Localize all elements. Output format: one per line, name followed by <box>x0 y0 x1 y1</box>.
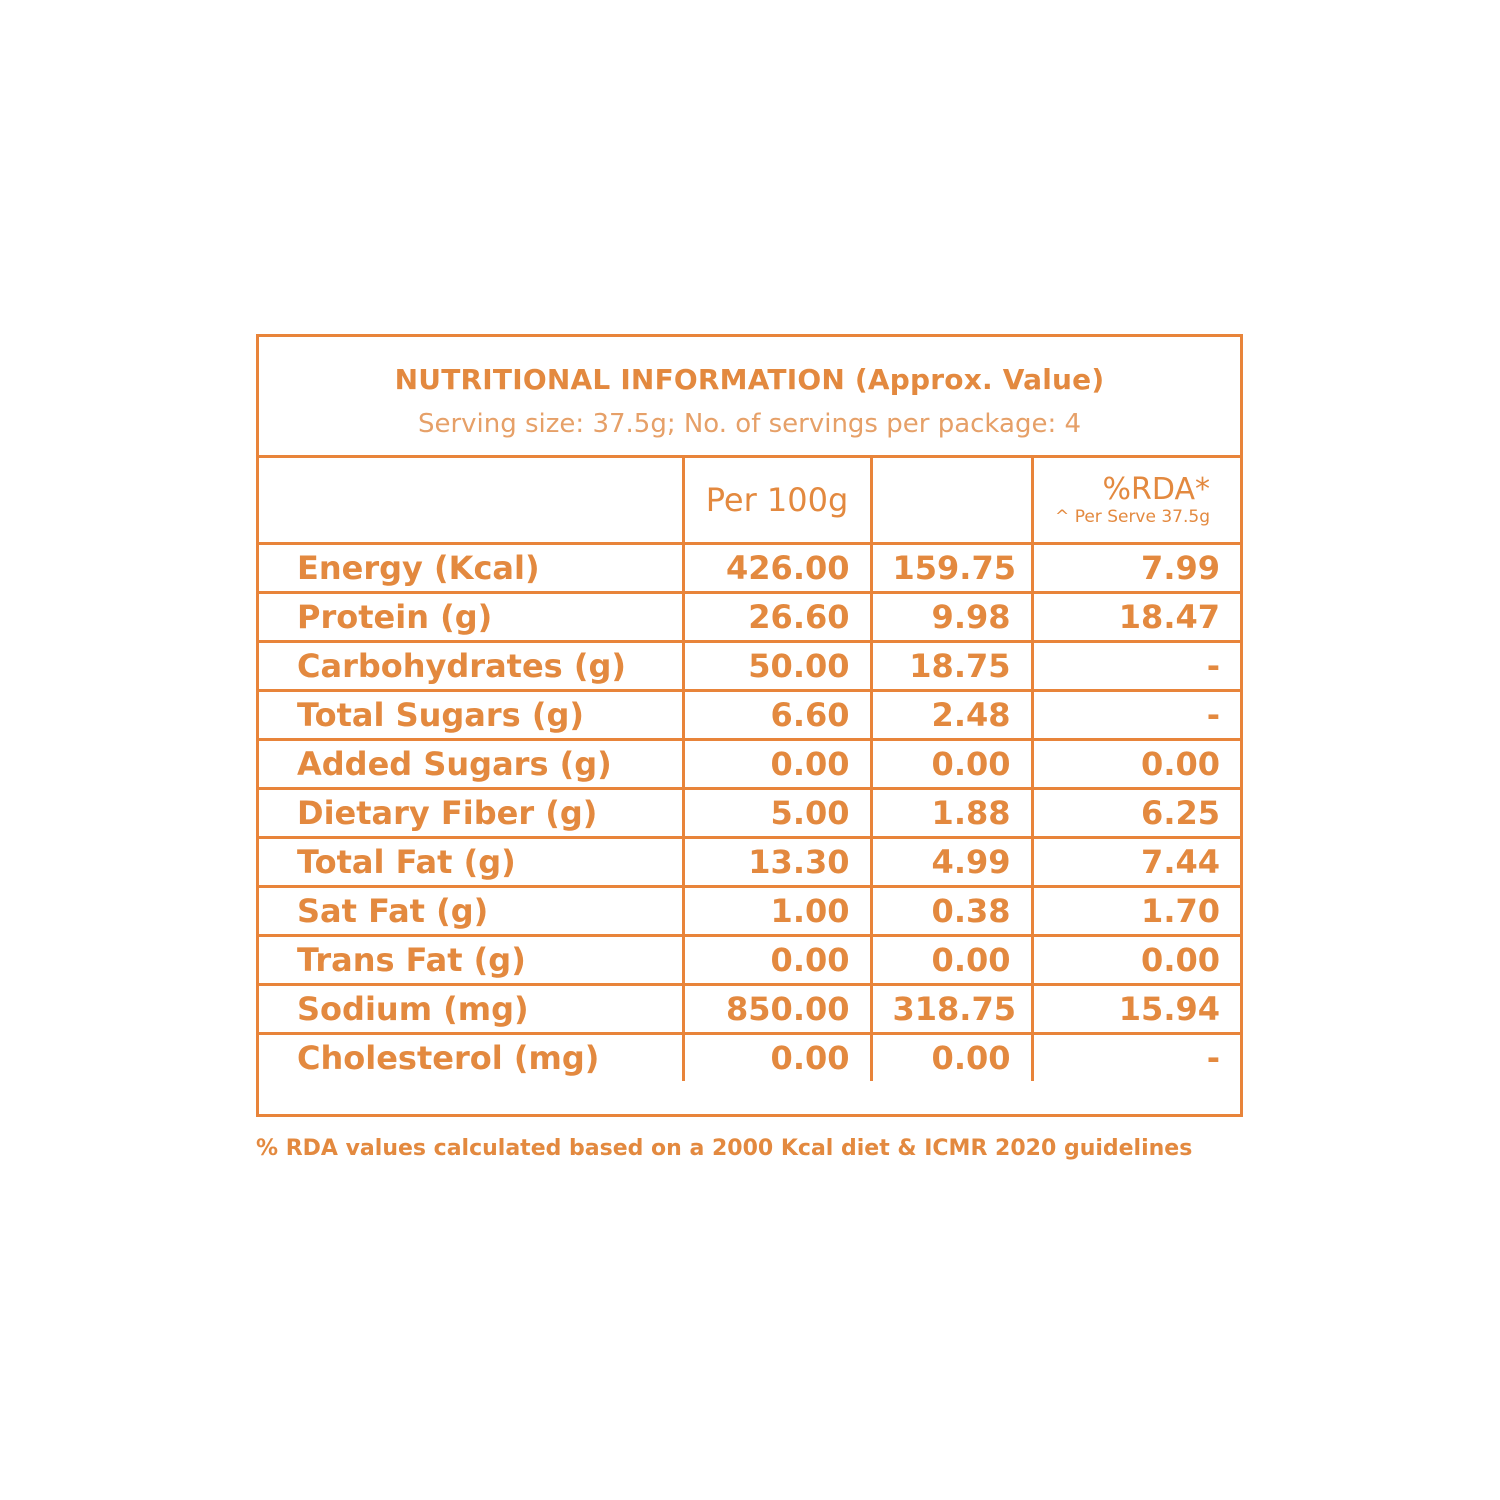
cell-per100g: 0.00 <box>681 738 873 790</box>
cell-per100g: 0.00 <box>681 1032 873 1081</box>
table-row: Added Sugars (g) 0.00 0.00 0.00 <box>259 738 1240 790</box>
footnote: % RDA values calculated based on a 2000 … <box>256 1136 1193 1161</box>
cell-rda: 18.47 <box>1030 591 1240 643</box>
cell-name: Sodium (mg) <box>259 983 685 1035</box>
serving-info: Serving size: 37.5g; No. of servings per… <box>417 409 1082 439</box>
cell-per100g: 0.00 <box>681 934 873 986</box>
rda-label: %RDA* <box>1102 471 1210 507</box>
cell-name: Cholesterol (mg) <box>259 1032 685 1081</box>
cell-name: Dietary Fiber (g) <box>259 787 685 839</box>
cell-name: Trans Fat (g) <box>259 934 685 986</box>
cell-rda: 15.94 <box>1030 983 1240 1035</box>
cell-per-serve: 159.75 <box>869 542 1034 594</box>
cell-rda: 6.25 <box>1030 787 1240 839</box>
cell-per-serve: 18.75 <box>869 640 1034 692</box>
table-row: Sodium (mg) 850.00 318.75 15.94 <box>259 983 1240 1035</box>
rda-note: ^ Per Serve 37.5g <box>1055 506 1210 527</box>
column-header-rda: %RDA* ^ Per Serve 37.5g <box>1030 458 1240 545</box>
cell-per100g: 5.00 <box>681 787 873 839</box>
cell-rda: 1.70 <box>1030 885 1240 937</box>
cell-rda: - <box>1030 1032 1240 1081</box>
nutrition-panel: NUTRITIONAL INFORMATION (Approx. Value) … <box>256 334 1243 1117</box>
table-row: Trans Fat (g) 0.00 0.00 0.00 <box>259 934 1240 986</box>
cell-rda: 7.44 <box>1030 836 1240 888</box>
cell-rda: 7.99 <box>1030 542 1240 594</box>
column-header-per-100g: Per 100g <box>681 458 873 545</box>
cell-rda: - <box>1030 640 1240 692</box>
cell-per-serve: 0.38 <box>869 885 1034 937</box>
cell-per100g: 13.30 <box>681 836 873 888</box>
cell-name: Total Fat (g) <box>259 836 685 888</box>
cell-name: Protein (g) <box>259 591 685 643</box>
cell-per-serve: 4.99 <box>869 836 1034 888</box>
cell-per-serve: 0.00 <box>869 738 1034 790</box>
cell-per-serve: 2.48 <box>869 689 1034 741</box>
table-row: Energy (Kcal) 426.00 159.75 7.99 <box>259 542 1240 594</box>
cell-per100g: 50.00 <box>681 640 873 692</box>
panel-title: NUTRITIONAL INFORMATION (Approx. Value) <box>394 363 1105 396</box>
table-row: Total Fat (g) 13.30 4.99 7.44 <box>259 836 1240 888</box>
cell-name: Carbohydrates (g) <box>259 640 685 692</box>
cell-per100g: 6.60 <box>681 689 873 741</box>
cell-name: Total Sugars (g) <box>259 689 685 741</box>
cell-per100g: 426.00 <box>681 542 873 594</box>
cell-per-serve: 9.98 <box>869 591 1034 643</box>
cell-per100g: 1.00 <box>681 885 873 937</box>
cell-rda: 0.00 <box>1030 934 1240 986</box>
cell-per100g: 850.00 <box>681 983 873 1035</box>
cell-name: Sat Fat (g) <box>259 885 685 937</box>
column-header-row: Per 100g %RDA* ^ Per Serve 37.5g <box>259 458 1240 545</box>
table-row: Protein (g) 26.60 9.98 18.47 <box>259 591 1240 643</box>
cell-per-serve: 0.00 <box>869 1032 1034 1081</box>
cell-name: Added Sugars (g) <box>259 738 685 790</box>
table-row: Total Sugars (g) 6.60 2.48- <box>259 689 1240 741</box>
cell-rda: - <box>1030 689 1240 741</box>
nutrition-header: NUTRITIONAL INFORMATION (Approx. Value) … <box>259 337 1240 458</box>
cell-name: Energy (Kcal) <box>259 542 685 594</box>
table-row: Dietary Fiber (g) 5.00 1.88 6.25 <box>259 787 1240 839</box>
table-row: Carbohydrates (g) 50.00 18.75- <box>259 640 1240 692</box>
cell-per-serve: 1.88 <box>869 787 1034 839</box>
column-header-per-serve <box>869 458 1034 545</box>
cell-per-serve: 318.75 <box>869 983 1034 1035</box>
table-row: Sat Fat (g) 1.00 0.38 1.70 <box>259 885 1240 937</box>
cell-per-serve: 0.00 <box>869 934 1034 986</box>
nutrition-table: Per 100g %RDA* ^ Per Serve 37.5g Energy … <box>259 458 1240 1081</box>
cell-per100g: 26.60 <box>681 591 873 643</box>
table-row: Cholesterol (mg) 0.00 0.00- <box>259 1032 1240 1081</box>
cell-rda: 0.00 <box>1030 738 1240 790</box>
column-header-nutrient <box>259 458 685 545</box>
